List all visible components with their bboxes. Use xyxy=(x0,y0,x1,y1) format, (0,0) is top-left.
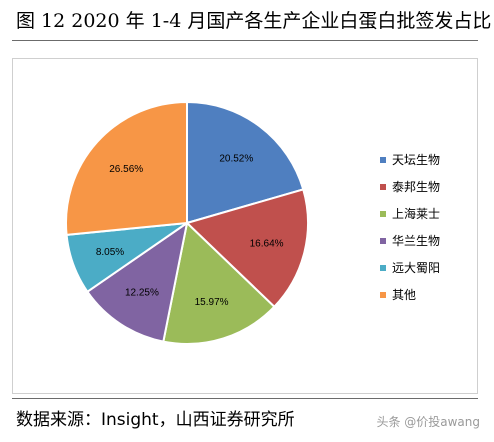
slice-label-0: 20.52% xyxy=(219,154,253,165)
pie-slice-5 xyxy=(65,100,188,236)
legend-swatch xyxy=(380,237,386,244)
pie-slice-3 xyxy=(86,220,189,343)
legend-swatch xyxy=(380,210,386,217)
bottom-rule xyxy=(12,398,478,399)
slice-label-1: 16.64% xyxy=(250,239,284,250)
watermark: 头条 @价投awang xyxy=(376,415,480,429)
top-rule xyxy=(12,40,478,41)
legend-label: 远大蜀阳 xyxy=(392,261,441,275)
pie-slice-0 xyxy=(186,100,305,225)
legend-item-3: 华兰生物 xyxy=(380,227,440,254)
figure-title: 图 12 2020 年 1-4 月国产各生产企业白蛋白批签发占比 xyxy=(16,10,492,32)
pie-slice-2 xyxy=(162,221,276,345)
legend-label: 上海莱士 xyxy=(392,207,441,221)
chart-legend: 天坛生物泰邦生物上海莱士华兰生物远大蜀阳其他 xyxy=(380,146,440,308)
data-source: 数据来源：Insight，山西证券研究所 xyxy=(16,410,295,430)
legend-label: 泰邦生物 xyxy=(392,180,441,194)
legend-item-1: 泰邦生物 xyxy=(380,173,440,200)
legend-item-2: 上海莱士 xyxy=(380,200,440,227)
legend-swatch xyxy=(380,291,386,298)
legend-label: 其他 xyxy=(392,288,417,302)
legend-swatch xyxy=(380,264,386,271)
chart-frame xyxy=(12,58,478,394)
slice-label-4: 8.05% xyxy=(96,247,124,258)
legend-item-5: 其他 xyxy=(380,281,440,308)
legend-swatch xyxy=(380,183,386,190)
legend-label: 华兰生物 xyxy=(392,234,441,248)
slice-label-3: 12.25% xyxy=(125,288,159,299)
legend-item-4: 远大蜀阳 xyxy=(380,254,440,281)
legend-item-0: 天坛生物 xyxy=(380,146,440,173)
legend-swatch xyxy=(380,156,386,163)
slice-label-5: 26.56% xyxy=(109,164,143,175)
pie-slice-1 xyxy=(185,188,309,309)
legend-label: 天坛生物 xyxy=(392,153,441,167)
slice-label-2: 15.97% xyxy=(195,297,229,308)
